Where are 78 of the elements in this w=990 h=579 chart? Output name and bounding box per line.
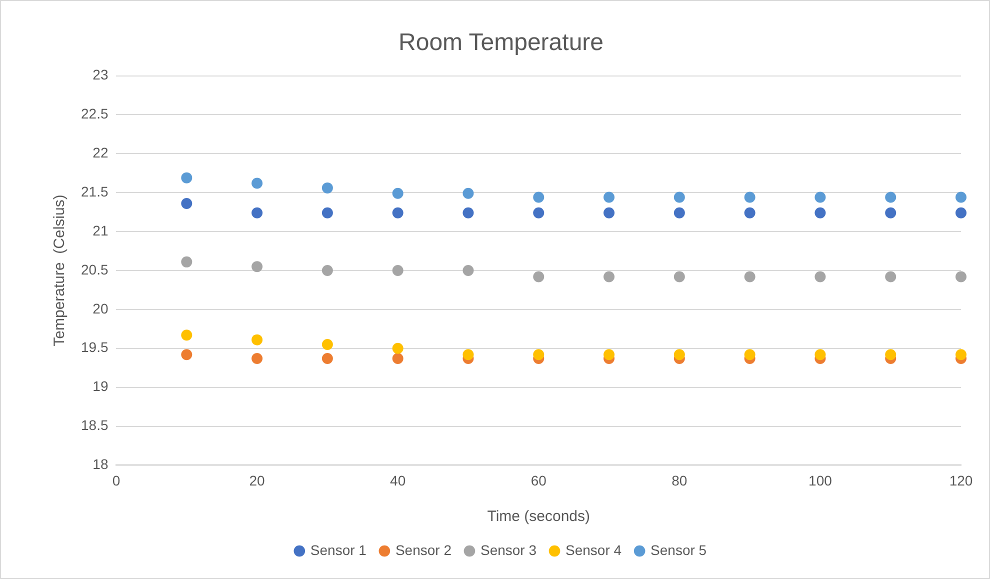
point — [604, 192, 615, 203]
point — [533, 271, 544, 282]
y-tick-label: 22.5 — [81, 106, 108, 122]
x-tick-label: 40 — [390, 472, 406, 488]
point — [181, 256, 192, 268]
point — [533, 207, 544, 218]
y-tick-label: 22 — [92, 144, 108, 161]
chart-title: Room Temperature — [398, 29, 604, 56]
point — [674, 192, 685, 203]
point — [322, 265, 333, 276]
point — [252, 353, 263, 364]
x-tick-label: 0 — [112, 472, 120, 488]
y-tick-label: 19 — [92, 378, 108, 394]
point — [392, 265, 404, 276]
point — [604, 271, 615, 282]
x-tick-label: 20 — [249, 472, 266, 488]
point — [533, 192, 544, 203]
y-tick-label: 20 — [92, 300, 108, 316]
point — [462, 265, 474, 276]
point — [604, 349, 615, 360]
point — [674, 349, 685, 360]
point — [392, 342, 404, 354]
point — [814, 349, 826, 360]
point — [956, 192, 966, 203]
y-axis-title: Temperature (Celsius) — [51, 194, 68, 346]
point — [814, 207, 826, 218]
point — [956, 207, 966, 218]
point — [956, 349, 966, 360]
point — [885, 207, 896, 218]
point — [885, 271, 896, 282]
y-tick-label: 23 — [92, 66, 108, 83]
legend-label: Sensor 2 — [395, 542, 452, 558]
point — [674, 207, 685, 218]
x-tick-label: 100 — [808, 472, 832, 488]
point — [181, 349, 192, 360]
y-tick-label: 19.5 — [81, 339, 108, 356]
x-tick-label: 80 — [672, 472, 688, 488]
point — [885, 192, 896, 203]
y-tick-label: 21.5 — [81, 183, 108, 200]
point — [604, 207, 615, 218]
point — [885, 349, 896, 360]
point — [322, 353, 333, 364]
point — [956, 271, 966, 282]
point — [181, 330, 192, 341]
point — [322, 338, 333, 350]
y-tick-label: 21 — [92, 222, 108, 238]
point — [814, 192, 826, 203]
point — [462, 207, 474, 218]
point — [392, 353, 404, 364]
point — [814, 271, 826, 282]
point — [533, 349, 544, 360]
point — [674, 271, 685, 282]
x-axis-title: Time (seconds) — [487, 508, 590, 526]
point — [252, 178, 263, 189]
y-tick-label: 18.5 — [81, 417, 108, 434]
point — [322, 182, 333, 194]
point — [181, 198, 192, 210]
point — [252, 261, 263, 272]
point — [322, 207, 333, 218]
point — [252, 207, 263, 218]
legend-label: Sensor 1 — [310, 542, 367, 558]
point — [462, 188, 474, 199]
point — [392, 188, 404, 199]
point — [744, 207, 756, 218]
point — [252, 334, 263, 346]
legend-label: Sensor 3 — [480, 542, 537, 558]
y-tick-label: 18 — [92, 456, 108, 472]
point — [462, 349, 474, 360]
x-tick-label: 60 — [530, 472, 547, 488]
y-tick-label: 20.5 — [81, 261, 108, 278]
point — [392, 207, 404, 218]
x-tick-label: 120 — [949, 472, 973, 488]
point — [744, 349, 756, 360]
legend-label: Sensor 4 — [566, 542, 622, 558]
point — [744, 271, 756, 282]
legend-label: Sensor 5 — [650, 542, 707, 558]
point — [744, 192, 756, 203]
point — [181, 172, 192, 184]
